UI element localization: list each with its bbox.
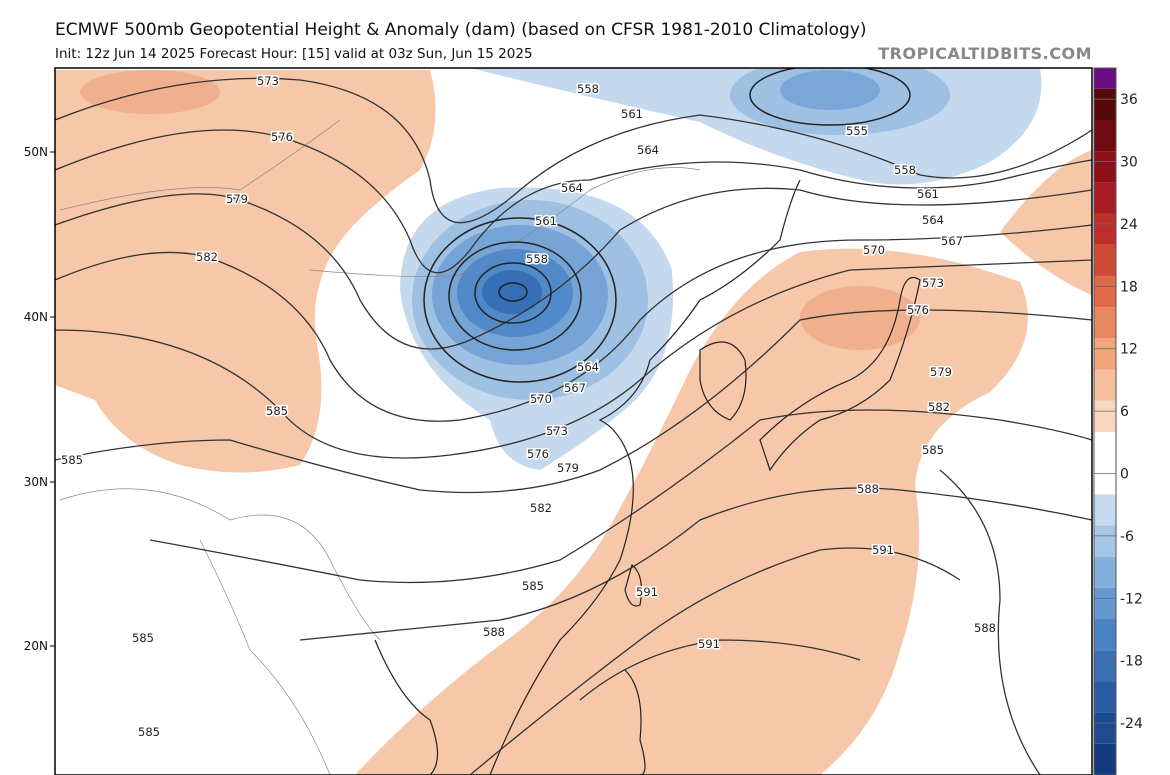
- contour-label: 567: [941, 234, 963, 248]
- contour-label: 585: [266, 404, 288, 418]
- colorbar-tick-label: -18: [1120, 654, 1143, 670]
- contour-label: 591: [636, 585, 658, 599]
- colorbar-tick-label: 30: [1120, 155, 1138, 171]
- colorbar-segment: [1094, 743, 1116, 775]
- latitude-label: 40N: [24, 310, 48, 324]
- contour-label: 561: [621, 107, 643, 121]
- colorbar-segment: [1094, 650, 1116, 682]
- colorbar-segment: [1094, 431, 1116, 464]
- contour-label: 564: [922, 213, 944, 227]
- colorbar-segment: [1094, 619, 1116, 651]
- colorbar-segment: [1094, 463, 1116, 495]
- contour-label: 576: [527, 447, 549, 461]
- contour-label: 564: [561, 181, 583, 195]
- contour-label: 591: [872, 543, 894, 557]
- contour-label: 558: [577, 82, 599, 96]
- positive-anomaly-strong: [80, 70, 920, 350]
- contour-label: 573: [257, 74, 279, 88]
- colorbar-segment: [1094, 275, 1116, 308]
- contour-label: 561: [535, 214, 557, 228]
- contour-label: 588: [974, 621, 996, 635]
- contour-label: 588: [483, 625, 505, 639]
- positive-anomaly: [55, 70, 1092, 775]
- colorbar-segment: [1094, 369, 1116, 401]
- colorbar-segment: [1094, 119, 1116, 152]
- latitude-label: 30N: [24, 475, 48, 489]
- colorbar-segment: [1094, 681, 1116, 713]
- contour-label: 576: [271, 130, 293, 144]
- contour-label: 585: [61, 453, 83, 467]
- colorbar-tick-label: 0: [1120, 466, 1129, 482]
- contour-label: 579: [226, 192, 248, 206]
- colorbar-segment: [1094, 494, 1116, 526]
- low-contour: [423, 68, 911, 383]
- contour-label: 585: [138, 725, 160, 739]
- latitude-label: 20N: [24, 639, 48, 653]
- colorbar-frame: [1093, 67, 1117, 775]
- colorbar-segment: [1094, 587, 1116, 620]
- contour-label: 591: [698, 637, 720, 651]
- contour-label: 579: [930, 365, 952, 379]
- contour-label: 573: [922, 276, 944, 290]
- colorbar-segment: [1094, 712, 1116, 744]
- map-subtitle: Init: 12z Jun 14 2025 Forecast Hour: [15…: [55, 46, 533, 62]
- contour-label: 570: [530, 392, 552, 406]
- colorbar-segment: [1094, 556, 1116, 588]
- map-title: ECMWF 500mb Geopotential Height & Anomal…: [55, 20, 867, 40]
- source-watermark: TROPICALTIDBITS.COM: [878, 44, 1092, 63]
- contour-label: 564: [577, 360, 599, 374]
- colorbar-segment: [1094, 400, 1116, 432]
- colorbar-segment: [1094, 88, 1116, 120]
- colorbar-tick-label: 6: [1120, 404, 1129, 420]
- colorbar-tick-label: -24: [1120, 716, 1143, 732]
- contour-label: 567: [564, 381, 586, 395]
- contour-label: 558: [526, 252, 548, 266]
- colorbar-segment: [1094, 213, 1116, 245]
- contour-label: 585: [522, 579, 544, 593]
- colorbar-tick-label: 36: [1120, 92, 1138, 108]
- contour-label: 582: [928, 400, 950, 414]
- colorbar-tick-label: 24: [1120, 217, 1138, 233]
- map-body: [55, 68, 1092, 775]
- contour-label: 588: [857, 482, 879, 496]
- contour-label: 582: [530, 501, 552, 515]
- contour-label: 579: [557, 461, 579, 475]
- contour-label: 582: [196, 250, 218, 264]
- colorbar-segment: [1094, 151, 1116, 183]
- colorbar-tick-label: 18: [1120, 279, 1138, 295]
- colorbar-segment: [1094, 525, 1116, 557]
- colorbar-segment: [1094, 244, 1116, 276]
- colorbar-segment: [1094, 338, 1116, 370]
- height-contour: [55, 77, 1092, 775]
- colorbar-segment: [1094, 68, 1116, 89]
- coastline: [374, 179, 921, 775]
- map-frame: [54, 67, 1093, 775]
- contour-label: 558: [894, 163, 916, 177]
- contour-label: 573: [546, 424, 568, 438]
- colorbar-tick-label: 12: [1120, 342, 1138, 358]
- contour-label: 555: [846, 124, 868, 138]
- colorbar-tick-label: -12: [1120, 591, 1143, 607]
- colorbar-segment: [1094, 307, 1116, 339]
- contour-label: 570: [863, 243, 885, 257]
- border: [59, 119, 701, 775]
- colorbar-segment: [1094, 182, 1116, 214]
- contour-label: 576: [907, 303, 929, 317]
- contour-label: 585: [132, 631, 154, 645]
- contour-label: 561: [917, 187, 939, 201]
- colorbar-tick-label: -6: [1120, 529, 1134, 545]
- contour-label: 585: [922, 443, 944, 457]
- latitude-label: 50N: [24, 145, 48, 159]
- contour-label: 564: [637, 143, 659, 157]
